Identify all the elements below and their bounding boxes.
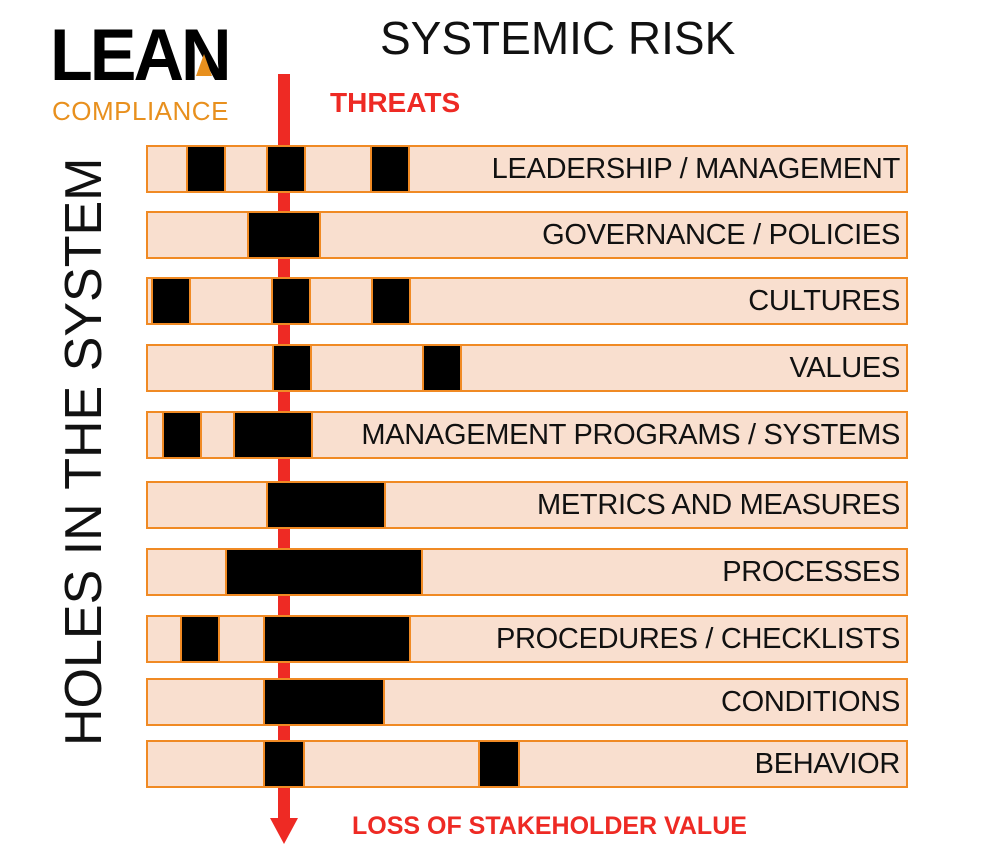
layer-values: VALUES [146,344,908,392]
layer-label: PROCESSES [722,556,900,588]
layer-label: METRICS AND MEASURES [537,489,900,521]
layer-hole [271,277,311,325]
layer-processes: PROCESSES [146,548,908,596]
layer-hole [225,548,423,596]
loss-of-stakeholder-value-label: LOSS OF STAKEHOLDER VALUE [352,812,747,840]
layer-label: MANAGEMENT PROGRAMS / SYSTEMS [361,419,900,451]
layer-hole [186,145,226,193]
layer-hole [371,277,411,325]
threats-label: THREATS [330,87,461,118]
layer-label: LEADERSHIP / MANAGEMENT [491,153,901,185]
lean-compliance-logo: LEAN COMPLIANCE [50,18,250,128]
diagram-title: SYSTEMIC RISK [380,12,736,64]
layer-hole [180,615,220,663]
layer-hole [266,481,386,529]
layer-cultures: CULTURES [146,277,908,325]
layer-conditions: CONDITIONS [146,678,908,726]
layer-label: GOVERNANCE / POLICIES [542,219,900,251]
layer-hole [263,615,411,663]
layer-metrics-and-measures: METRICS AND MEASURES [146,481,908,529]
layer-label: VALUES [789,352,901,384]
layer-hole [233,411,313,459]
layer-hole [162,411,202,459]
layer-governance-policies: GOVERNANCE / POLICIES [146,211,908,259]
layer-label: BEHAVIOR [754,748,901,780]
layer-leadership-management: LEADERSHIP / MANAGEMENT [146,145,908,193]
layer-hole [263,678,385,726]
layer-procedures-checklists: PROCEDURES / CHECKLISTS [146,615,908,663]
layer-hole [263,740,305,788]
logo-subtitle: COMPLIANCE [52,96,229,126]
layer-hole [151,277,191,325]
layer-hole [266,145,306,193]
layer-label: PROCEDURES / CHECKLISTS [495,623,900,655]
logo-accent-triangle [196,54,212,76]
layer-hole [370,145,410,193]
layer-hole [247,211,321,259]
layer-management-programs-systems: MANAGEMENT PROGRAMS / SYSTEMS [146,411,908,459]
layer-behavior: BEHAVIOR [146,740,908,788]
layer-label: CONDITIONS [720,686,900,718]
layer-hole [478,740,520,788]
layer-label: CULTURES [748,285,900,317]
layer-hole [272,344,312,392]
layer-hole [422,344,462,392]
threat-arrow-head-icon [270,818,298,844]
